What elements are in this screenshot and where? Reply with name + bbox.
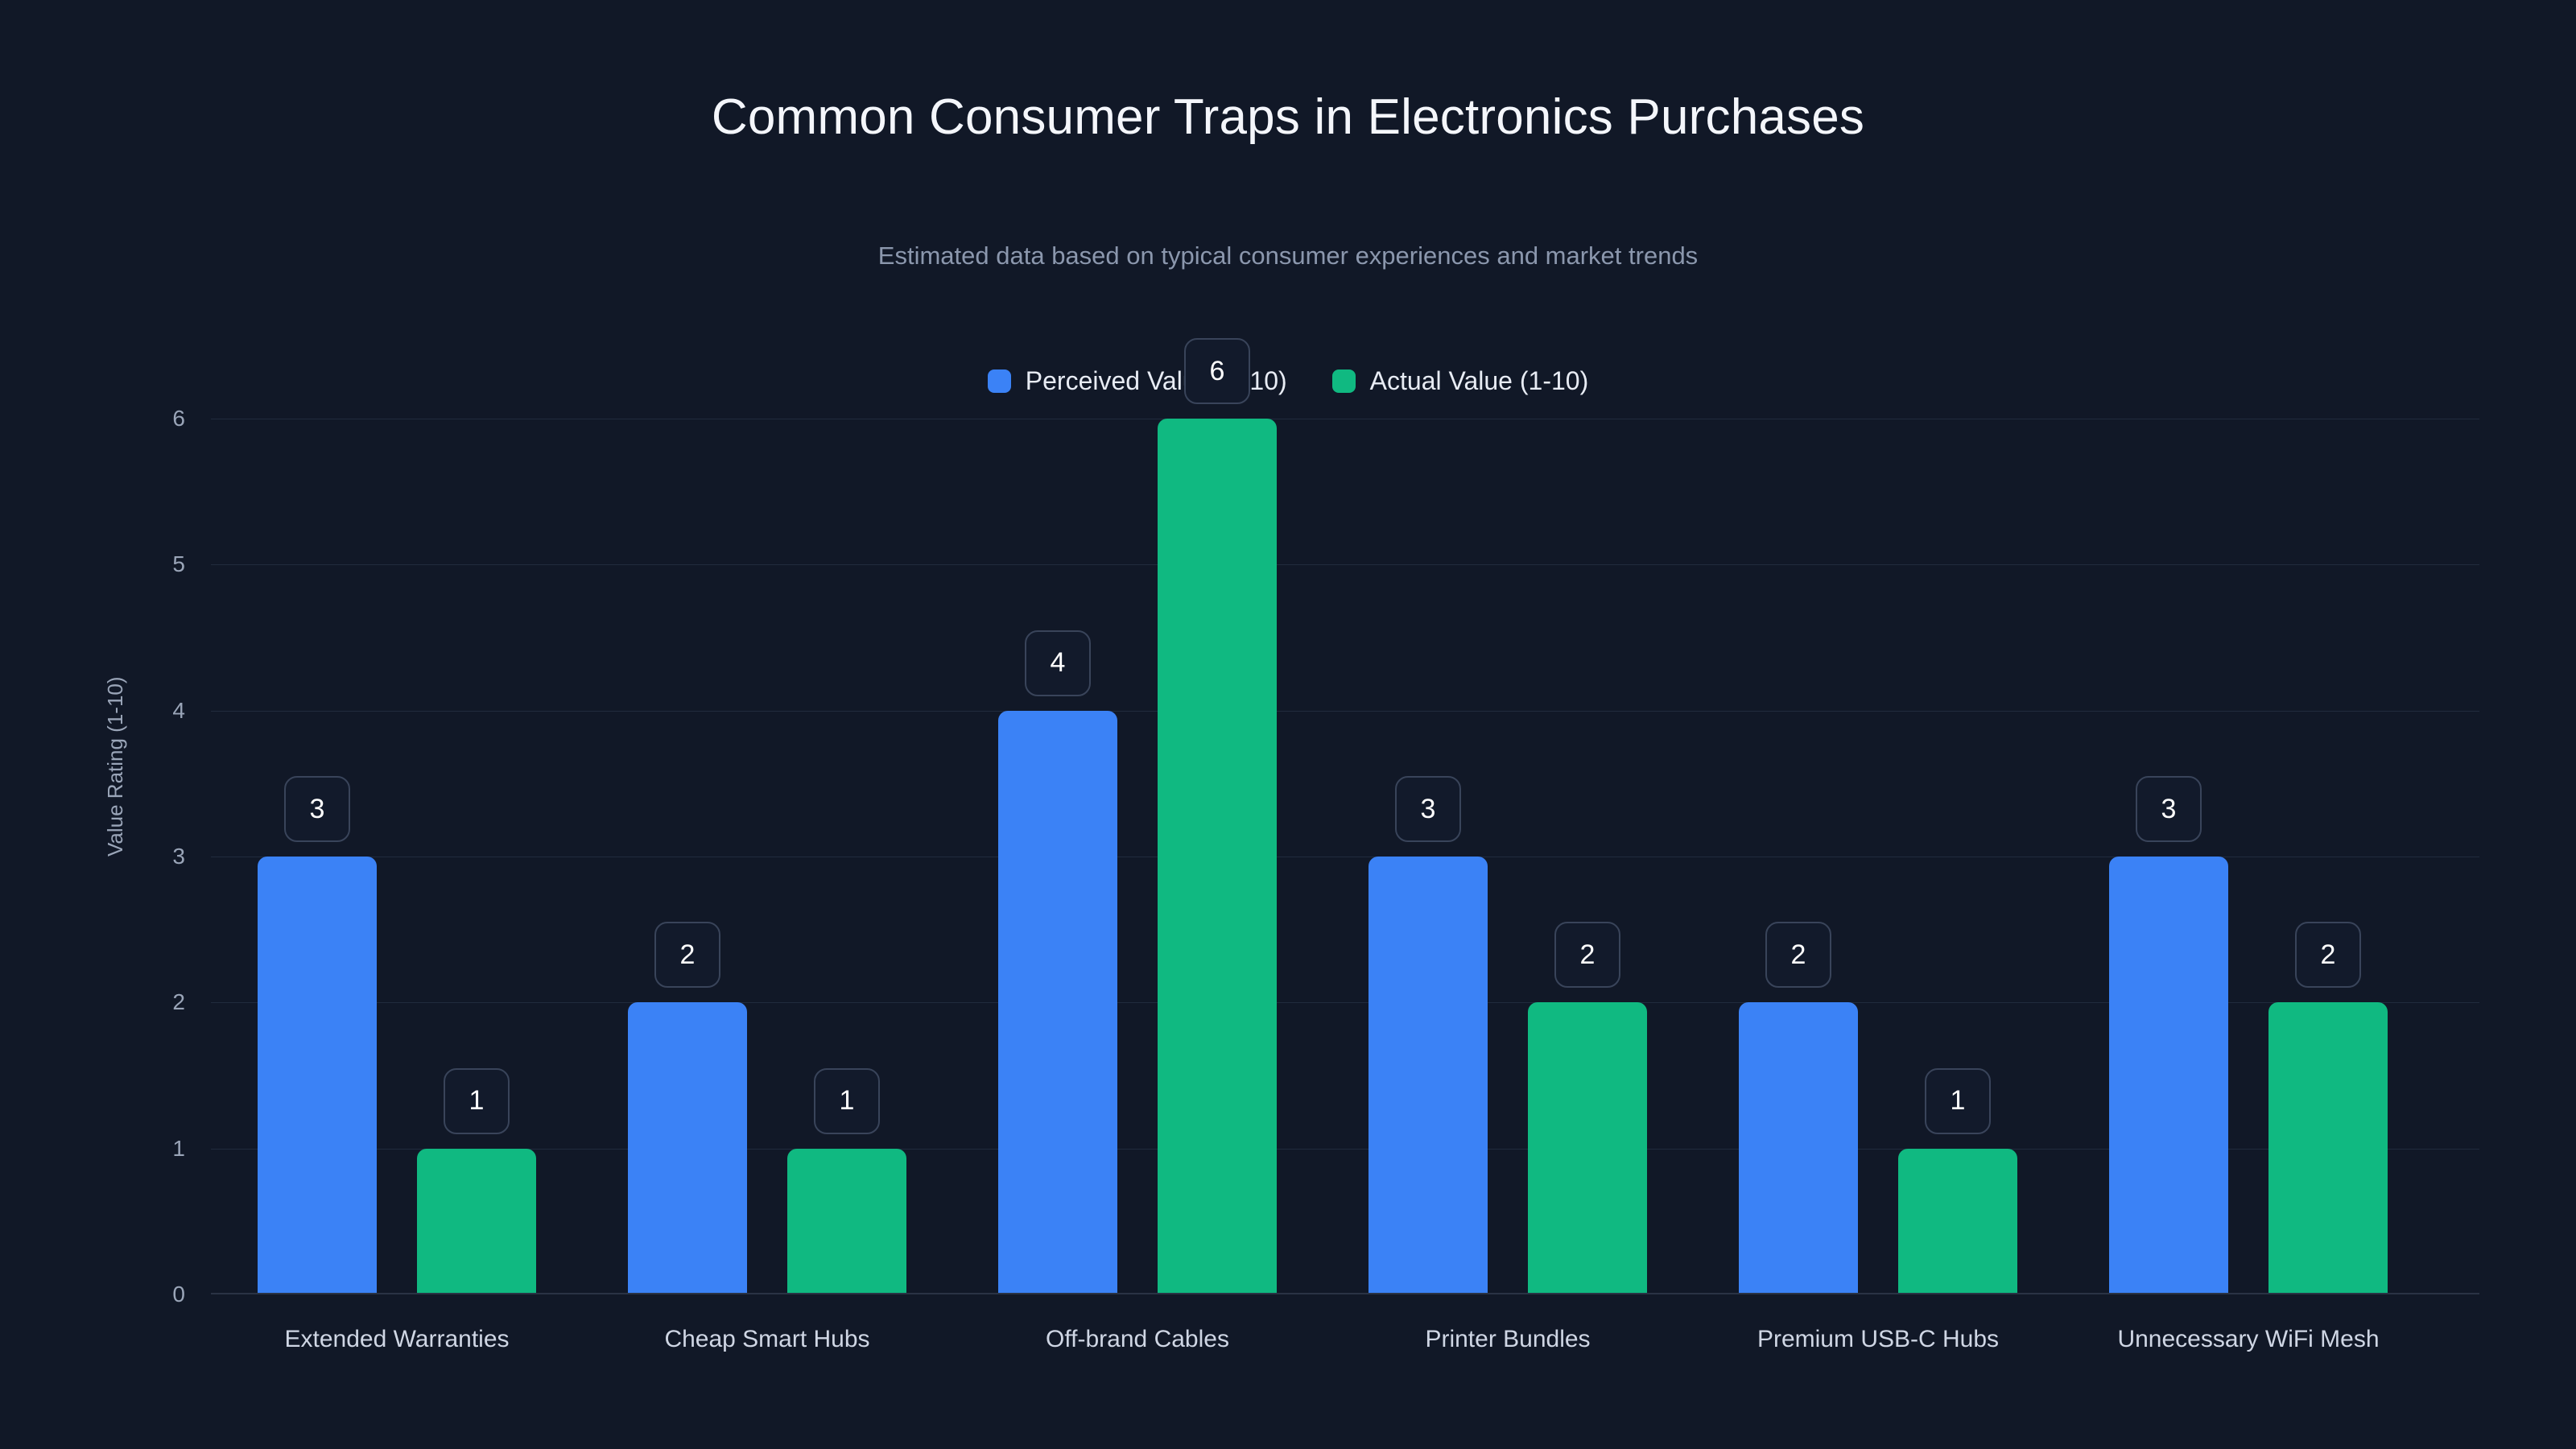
y-axis-tick-5: 5 xyxy=(172,551,185,577)
y-axis-tick-4: 4 xyxy=(172,697,185,723)
bar-perceived-1[interactable] xyxy=(628,1002,747,1294)
bar-actual-5[interactable] xyxy=(2268,1002,2388,1294)
x-axis-label-4: Premium USB-C Hubs xyxy=(1757,1326,2000,1352)
y-axis-tick-2: 2 xyxy=(172,989,185,1015)
data-label-actual-1: 1 xyxy=(814,1067,880,1134)
bar-actual-0[interactable] xyxy=(417,1148,536,1294)
x-axis-label-0: Extended Warranties xyxy=(284,1326,510,1352)
bar-perceived-5[interactable] xyxy=(2109,857,2228,1294)
x-axis-label-5: Unnecessary WiFi Mesh xyxy=(2117,1326,2380,1352)
bar-actual-4[interactable] xyxy=(1898,1148,2017,1294)
data-label-perceived-0: 3 xyxy=(284,776,350,842)
data-label-perceived-4: 2 xyxy=(1765,922,1831,989)
data-label-perceived-1: 2 xyxy=(654,922,720,989)
legend-item-1[interactable]: Actual Value (1-10) xyxy=(1331,366,1589,396)
x-axis-baseline xyxy=(211,1293,2479,1294)
bar-perceived-2[interactable] xyxy=(998,710,1117,1294)
y-axis-tick-3: 3 xyxy=(172,844,185,869)
data-label-actual-4: 1 xyxy=(1925,1067,1991,1134)
plot-area xyxy=(211,419,2479,1294)
gridline-5 xyxy=(211,564,2479,566)
gridline-4 xyxy=(211,710,2479,712)
x-axis-label-2: Off-brand Cables xyxy=(1046,1326,1229,1352)
data-label-actual-0: 1 xyxy=(444,1067,510,1134)
data-label-actual-5: 2 xyxy=(2295,922,2361,989)
chart-subtitle: Estimated data based on typical consumer… xyxy=(877,242,1699,270)
legend-swatch-actual xyxy=(1331,369,1356,393)
legend-label-1: Actual Value (1-10) xyxy=(1369,366,1589,395)
data-label-perceived-5: 3 xyxy=(2136,776,2202,842)
chart-legend: Perceived Value (1-10) Actual Value (1-10… xyxy=(0,366,2576,396)
data-label-perceived-2: 4 xyxy=(1025,630,1091,696)
data-label-perceived-3: 3 xyxy=(1395,776,1461,842)
y-axis-tick-6: 6 xyxy=(172,406,185,431)
bar-perceived-0[interactable] xyxy=(258,857,377,1294)
data-label-actual-2: 6 xyxy=(1184,338,1250,404)
legend-swatch-perceived xyxy=(987,369,1011,393)
gridline-2 xyxy=(211,1002,2479,1004)
y-axis-tick-0: 0 xyxy=(172,1282,185,1307)
x-axis-label-3: Printer Bundles xyxy=(1425,1326,1591,1352)
x-axis-label-1: Cheap Smart Hubs xyxy=(664,1326,870,1352)
y-axis-title: Value Rating (1-10) xyxy=(103,676,127,857)
gridline-1 xyxy=(211,1148,2479,1150)
bar-perceived-3[interactable] xyxy=(1368,857,1488,1294)
bar-actual-3[interactable] xyxy=(1528,1002,1647,1294)
bar-actual-2[interactable] xyxy=(1158,419,1277,1294)
page-title: Common Consumer Traps in Electronics Pur… xyxy=(711,89,1865,145)
bar-perceived-4[interactable] xyxy=(1739,1002,1858,1294)
bar-actual-1[interactable] xyxy=(787,1148,906,1294)
y-axis-tick-1: 1 xyxy=(172,1135,185,1161)
data-label-actual-3: 2 xyxy=(1554,922,1620,989)
